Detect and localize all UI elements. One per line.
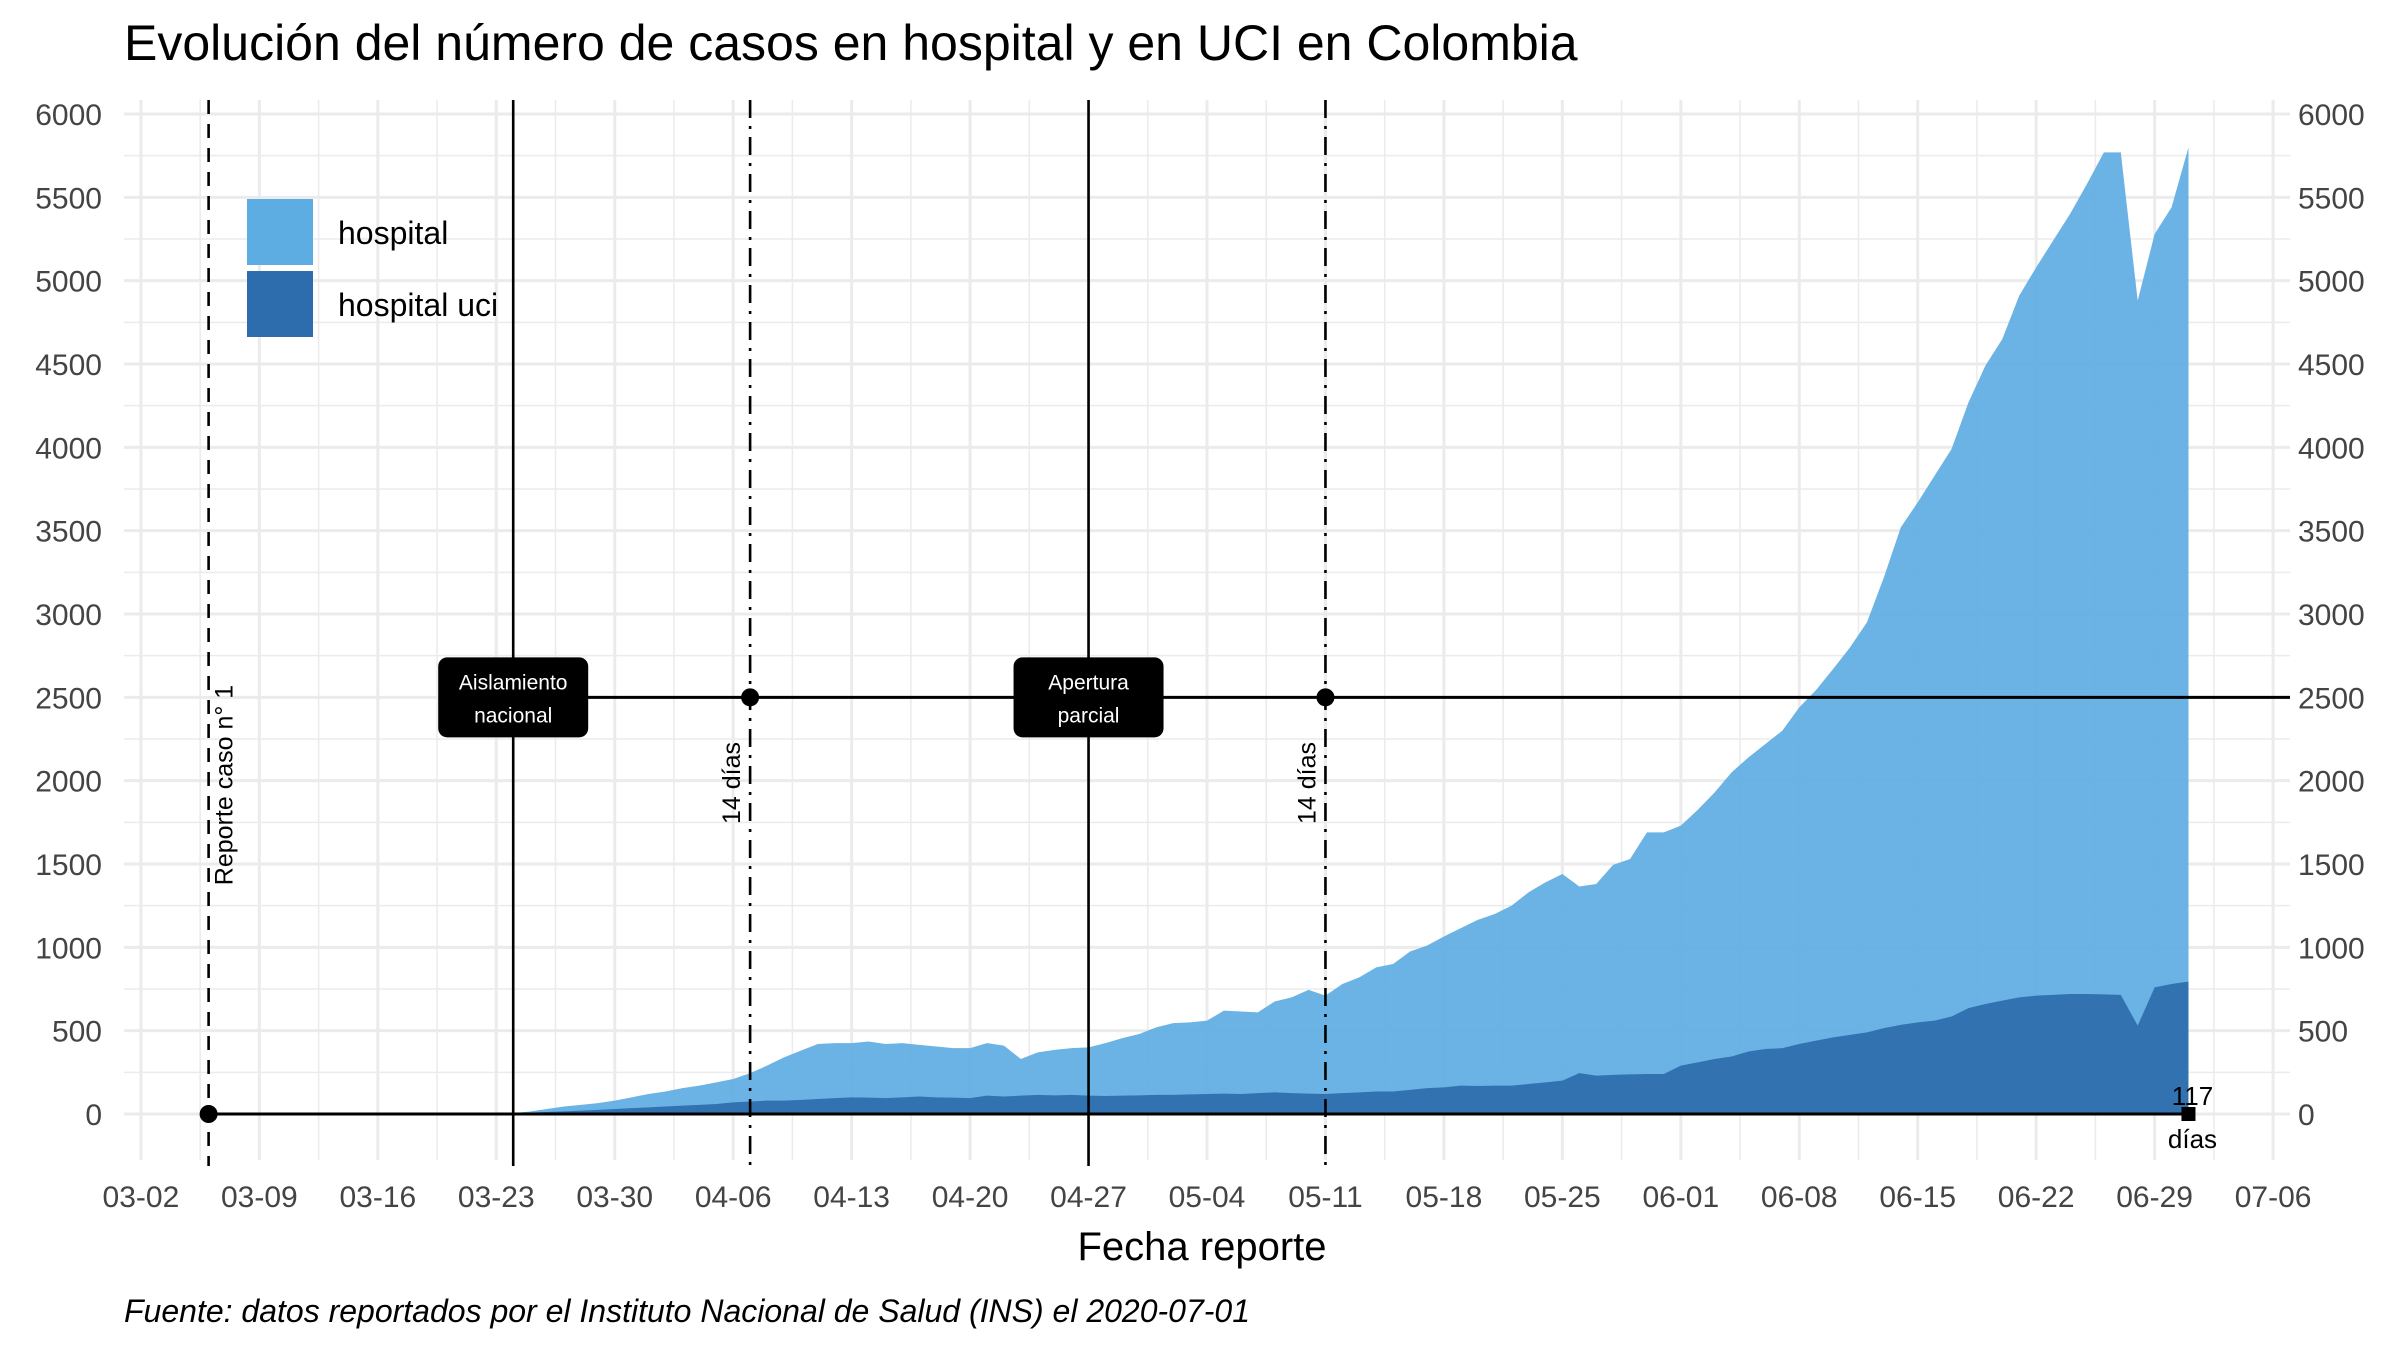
x-tick-label: 05-11 xyxy=(1288,1181,1363,1214)
reference-lines: Reporte caso n° 1 14 días 14 días xyxy=(207,100,1327,1166)
chart-caption: Fuente: datos reportados por el Institut… xyxy=(124,1293,1250,1329)
y-tick-label-right: 2500 xyxy=(2298,682,2365,715)
y-tick-label-left: 4000 xyxy=(35,432,102,465)
area-hospital xyxy=(513,147,2189,1114)
legend: hospital hospital uci xyxy=(247,199,498,337)
y-tick-label-left: 1000 xyxy=(35,932,102,965)
y-tick-label-right: 3500 xyxy=(2298,516,2365,549)
x-tick-label: 04-20 xyxy=(932,1181,1009,1214)
area-hospital-uci xyxy=(513,981,2189,1114)
y-tick-label-left: 6000 xyxy=(35,99,102,132)
y-tick-label-right: 4000 xyxy=(2298,432,2365,465)
y-tick-label-left: 0 xyxy=(85,1099,102,1132)
legend-label: hospital xyxy=(338,215,448,251)
x-tick-label: 06-22 xyxy=(1998,1181,2075,1214)
x-tick-label: 03-23 xyxy=(458,1181,535,1214)
y-tick-label-right: 500 xyxy=(2298,1016,2348,1049)
x-tick-label: 05-18 xyxy=(1406,1181,1483,1214)
timeline-point xyxy=(1316,688,1335,707)
timeline-end-marker xyxy=(2181,1107,2196,1121)
x-tick-label: 05-04 xyxy=(1169,1181,1246,1214)
x-axis-title: Fecha reporte xyxy=(1077,1225,1326,1269)
x-tick-label: 03-16 xyxy=(339,1181,416,1214)
y-tick-label-left: 2000 xyxy=(35,766,102,799)
y-tick-label-left: 4500 xyxy=(35,349,102,382)
y-tick-label-left: 1500 xyxy=(35,849,102,882)
x-tick-label: 03-02 xyxy=(103,1181,180,1214)
y-tick-label-left: 2500 xyxy=(35,682,102,715)
x-tick-label: 03-30 xyxy=(576,1181,653,1214)
x-tick-label: 03-09 xyxy=(221,1181,298,1214)
event-badge-label: Aislamiento xyxy=(459,671,568,694)
y-tick-labels: 0 0 500 500 1000 1000 1500 1500 2000 2000 2500 2500… xyxy=(35,99,2365,1132)
y-tick-label-right: 6000 xyxy=(2298,99,2365,132)
y-tick-label-right: 4500 xyxy=(2298,349,2365,382)
x-tick-label: 04-06 xyxy=(695,1181,772,1214)
x-tick-label: 04-13 xyxy=(813,1181,890,1214)
y-tick-label-left: 500 xyxy=(52,1016,102,1049)
timeline-point xyxy=(741,688,760,707)
reference-line-label: 14 días xyxy=(718,742,746,824)
y-tick-label-left: 5000 xyxy=(35,266,102,299)
reference-line-label: Reporte caso n° 1 xyxy=(211,685,239,885)
y-tick-label-right: 5500 xyxy=(2298,182,2365,215)
y-tick-label-left: 3000 xyxy=(35,599,102,632)
legend-swatch xyxy=(247,271,313,337)
y-tick-label-right: 1500 xyxy=(2298,849,2365,882)
y-tick-label-right: 0 xyxy=(2298,1099,2315,1132)
event-badge xyxy=(438,657,589,738)
timelines: 117 días Aislamiento nacional Apertura parcia… xyxy=(199,657,2290,1154)
x-tick-label: 04-27 xyxy=(1050,1181,1127,1214)
x-tick-label: 06-15 xyxy=(1879,1181,1956,1214)
y-tick-label-left: 3500 xyxy=(35,516,102,549)
y-tick-label-right: 3000 xyxy=(2298,599,2365,632)
reference-line-label: 14 días xyxy=(1293,742,1321,824)
event-badge-label: Apertura xyxy=(1048,671,1129,694)
y-tick-label-right: 5000 xyxy=(2298,266,2365,299)
chart-title: Evolución del número de casos en hospita… xyxy=(124,15,1578,71)
x-tick-label: 07-06 xyxy=(2235,1181,2312,1214)
x-tick-label: 06-29 xyxy=(2116,1181,2193,1214)
y-tick-label-left: 5500 xyxy=(35,182,102,215)
timeline-end-label: 117 xyxy=(2172,1081,2213,1111)
x-tick-label: 06-08 xyxy=(1761,1181,1838,1214)
legend-label: hospital uci xyxy=(338,287,498,323)
timeline-point xyxy=(199,1105,218,1123)
event-badge xyxy=(1013,657,1164,738)
event-badge-label: parcial xyxy=(1058,704,1120,727)
legend-swatch xyxy=(247,199,313,265)
y-tick-label-right: 1000 xyxy=(2298,932,2365,965)
x-tick-label: 06-01 xyxy=(1642,1181,1719,1214)
x-tick-labels: 03-02 03-09 03-16 03-23 03-30 04-06 04-13 04-20… xyxy=(103,1181,2312,1214)
y-tick-label-right: 2000 xyxy=(2298,766,2365,799)
timeline-end-label: días xyxy=(2168,1124,2217,1154)
event-badge-label: nacional xyxy=(474,704,552,727)
area-series xyxy=(513,147,2189,1114)
x-tick-label: 05-25 xyxy=(1524,1181,1601,1214)
